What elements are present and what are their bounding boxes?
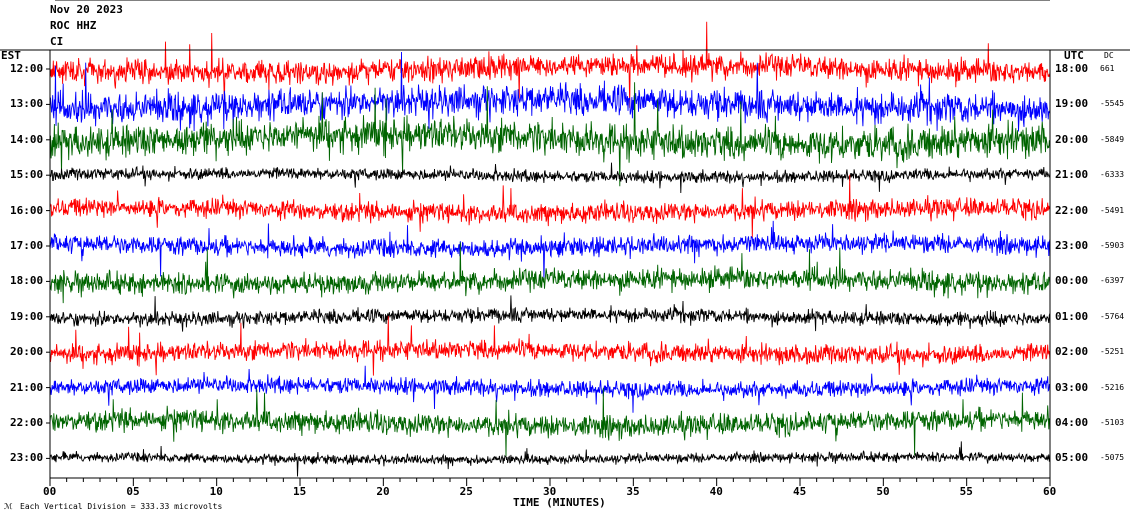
- row-dc-value: -5903: [1100, 241, 1125, 250]
- row-dc-value: -5075: [1100, 453, 1125, 463]
- right-timezone-label: UTC: [1064, 49, 1084, 62]
- row-label-utc: 19:00: [1055, 97, 1089, 111]
- row-label-utc: 21:00: [1055, 168, 1089, 182]
- x-tick-label: 25: [459, 485, 473, 498]
- trace-row-1300: [49, 51, 1051, 132]
- row-label-est: 23:00: [10, 451, 44, 465]
- row-dc-value: -5251: [1100, 347, 1125, 357]
- trace-row-1200: [49, 21, 1051, 108]
- x-tick-label: 05: [126, 485, 140, 498]
- trace-row-2100: [49, 365, 1051, 413]
- row-label-est: 17:00: [10, 239, 44, 252]
- row-label-est: 16:00: [10, 203, 44, 217]
- trace-row-2300: [49, 441, 1051, 477]
- row-label-est: 22:00: [10, 416, 44, 429]
- x-tick-label: 15: [293, 485, 307, 498]
- row-label-utc: 02:00: [1055, 345, 1089, 359]
- trace-layer: [46, 21, 1051, 477]
- row-label-utc: 18:00: [1055, 62, 1089, 75]
- x-tick-label: 45: [793, 485, 807, 498]
- row-label-utc: 00:00: [1055, 274, 1089, 288]
- row-label-est: 15:00: [10, 168, 44, 182]
- x-axis-label: TIME (MINUTES): [513, 496, 606, 509]
- x-tick-label: 00: [43, 485, 57, 498]
- x-tick-label: 30: [543, 485, 557, 498]
- row-label-est: 12:00: [10, 62, 44, 75]
- row-label-est: 18:00: [10, 274, 44, 288]
- row-label-est: 20:00: [10, 345, 44, 359]
- trace-row-2000: [49, 315, 1051, 376]
- row-label-utc: 03:00: [1055, 380, 1089, 394]
- row-label-est: 14:00: [10, 132, 44, 146]
- seismometer-icon: ℳ: [4, 502, 13, 511]
- trace-row-2200: [49, 387, 1051, 457]
- row-dc-value: -5103: [1100, 418, 1125, 427]
- row-dc-value: -5491: [1100, 205, 1125, 215]
- trace-row-1400: [49, 82, 1051, 187]
- row-label-utc: 05:00: [1055, 451, 1089, 465]
- trace-row-1800: [49, 242, 1051, 304]
- x-tick-label: 35: [626, 485, 640, 498]
- row-label-utc: 20:00: [1055, 132, 1089, 146]
- trace-row-1500: [49, 162, 1051, 194]
- row-dc-value: -5216: [1100, 382, 1125, 392]
- x-tick-label: 50: [876, 485, 890, 498]
- row-dc-value: -6397: [1100, 276, 1125, 286]
- row-label-est: 19:00: [10, 309, 44, 323]
- header-network: CI: [50, 35, 64, 48]
- row-dc-value: -5849: [1100, 134, 1125, 144]
- x-tick-label: 40: [709, 485, 723, 498]
- header-station: ROC HHZ: [50, 19, 97, 32]
- scale-note: Each Vertical Division = 333.33 microvol…: [20, 502, 223, 511]
- row-dc-value: -6333: [1100, 170, 1125, 180]
- trace-row-1600: [49, 174, 1051, 238]
- row-label-est: 21:00: [10, 380, 44, 394]
- header-date: Nov 20 2023: [50, 3, 123, 16]
- left-timezone-label: EST: [1, 49, 21, 62]
- row-dc-value: 661: [1100, 64, 1115, 73]
- x-tick-label: 60: [1043, 485, 1057, 498]
- trace-row-1900: [49, 295, 1051, 332]
- dc-header-label: DC: [1104, 51, 1114, 60]
- x-tick-layer: [49, 478, 1051, 486]
- x-tick-label: 20: [376, 485, 390, 498]
- row-dc-value: -5764: [1100, 311, 1125, 321]
- trace-row-1700: [49, 220, 1051, 283]
- row-label-est: 13:00: [10, 97, 44, 111]
- row-label-utc: 04:00: [1055, 416, 1089, 429]
- x-tick-label: 55: [959, 485, 973, 498]
- x-tick-label: 10: [209, 485, 223, 498]
- row-dc-value: -5545: [1100, 99, 1125, 109]
- row-label-utc: 01:00: [1055, 309, 1089, 323]
- row-label-utc: 22:00: [1055, 203, 1089, 217]
- row-label-utc: 23:00: [1055, 239, 1089, 252]
